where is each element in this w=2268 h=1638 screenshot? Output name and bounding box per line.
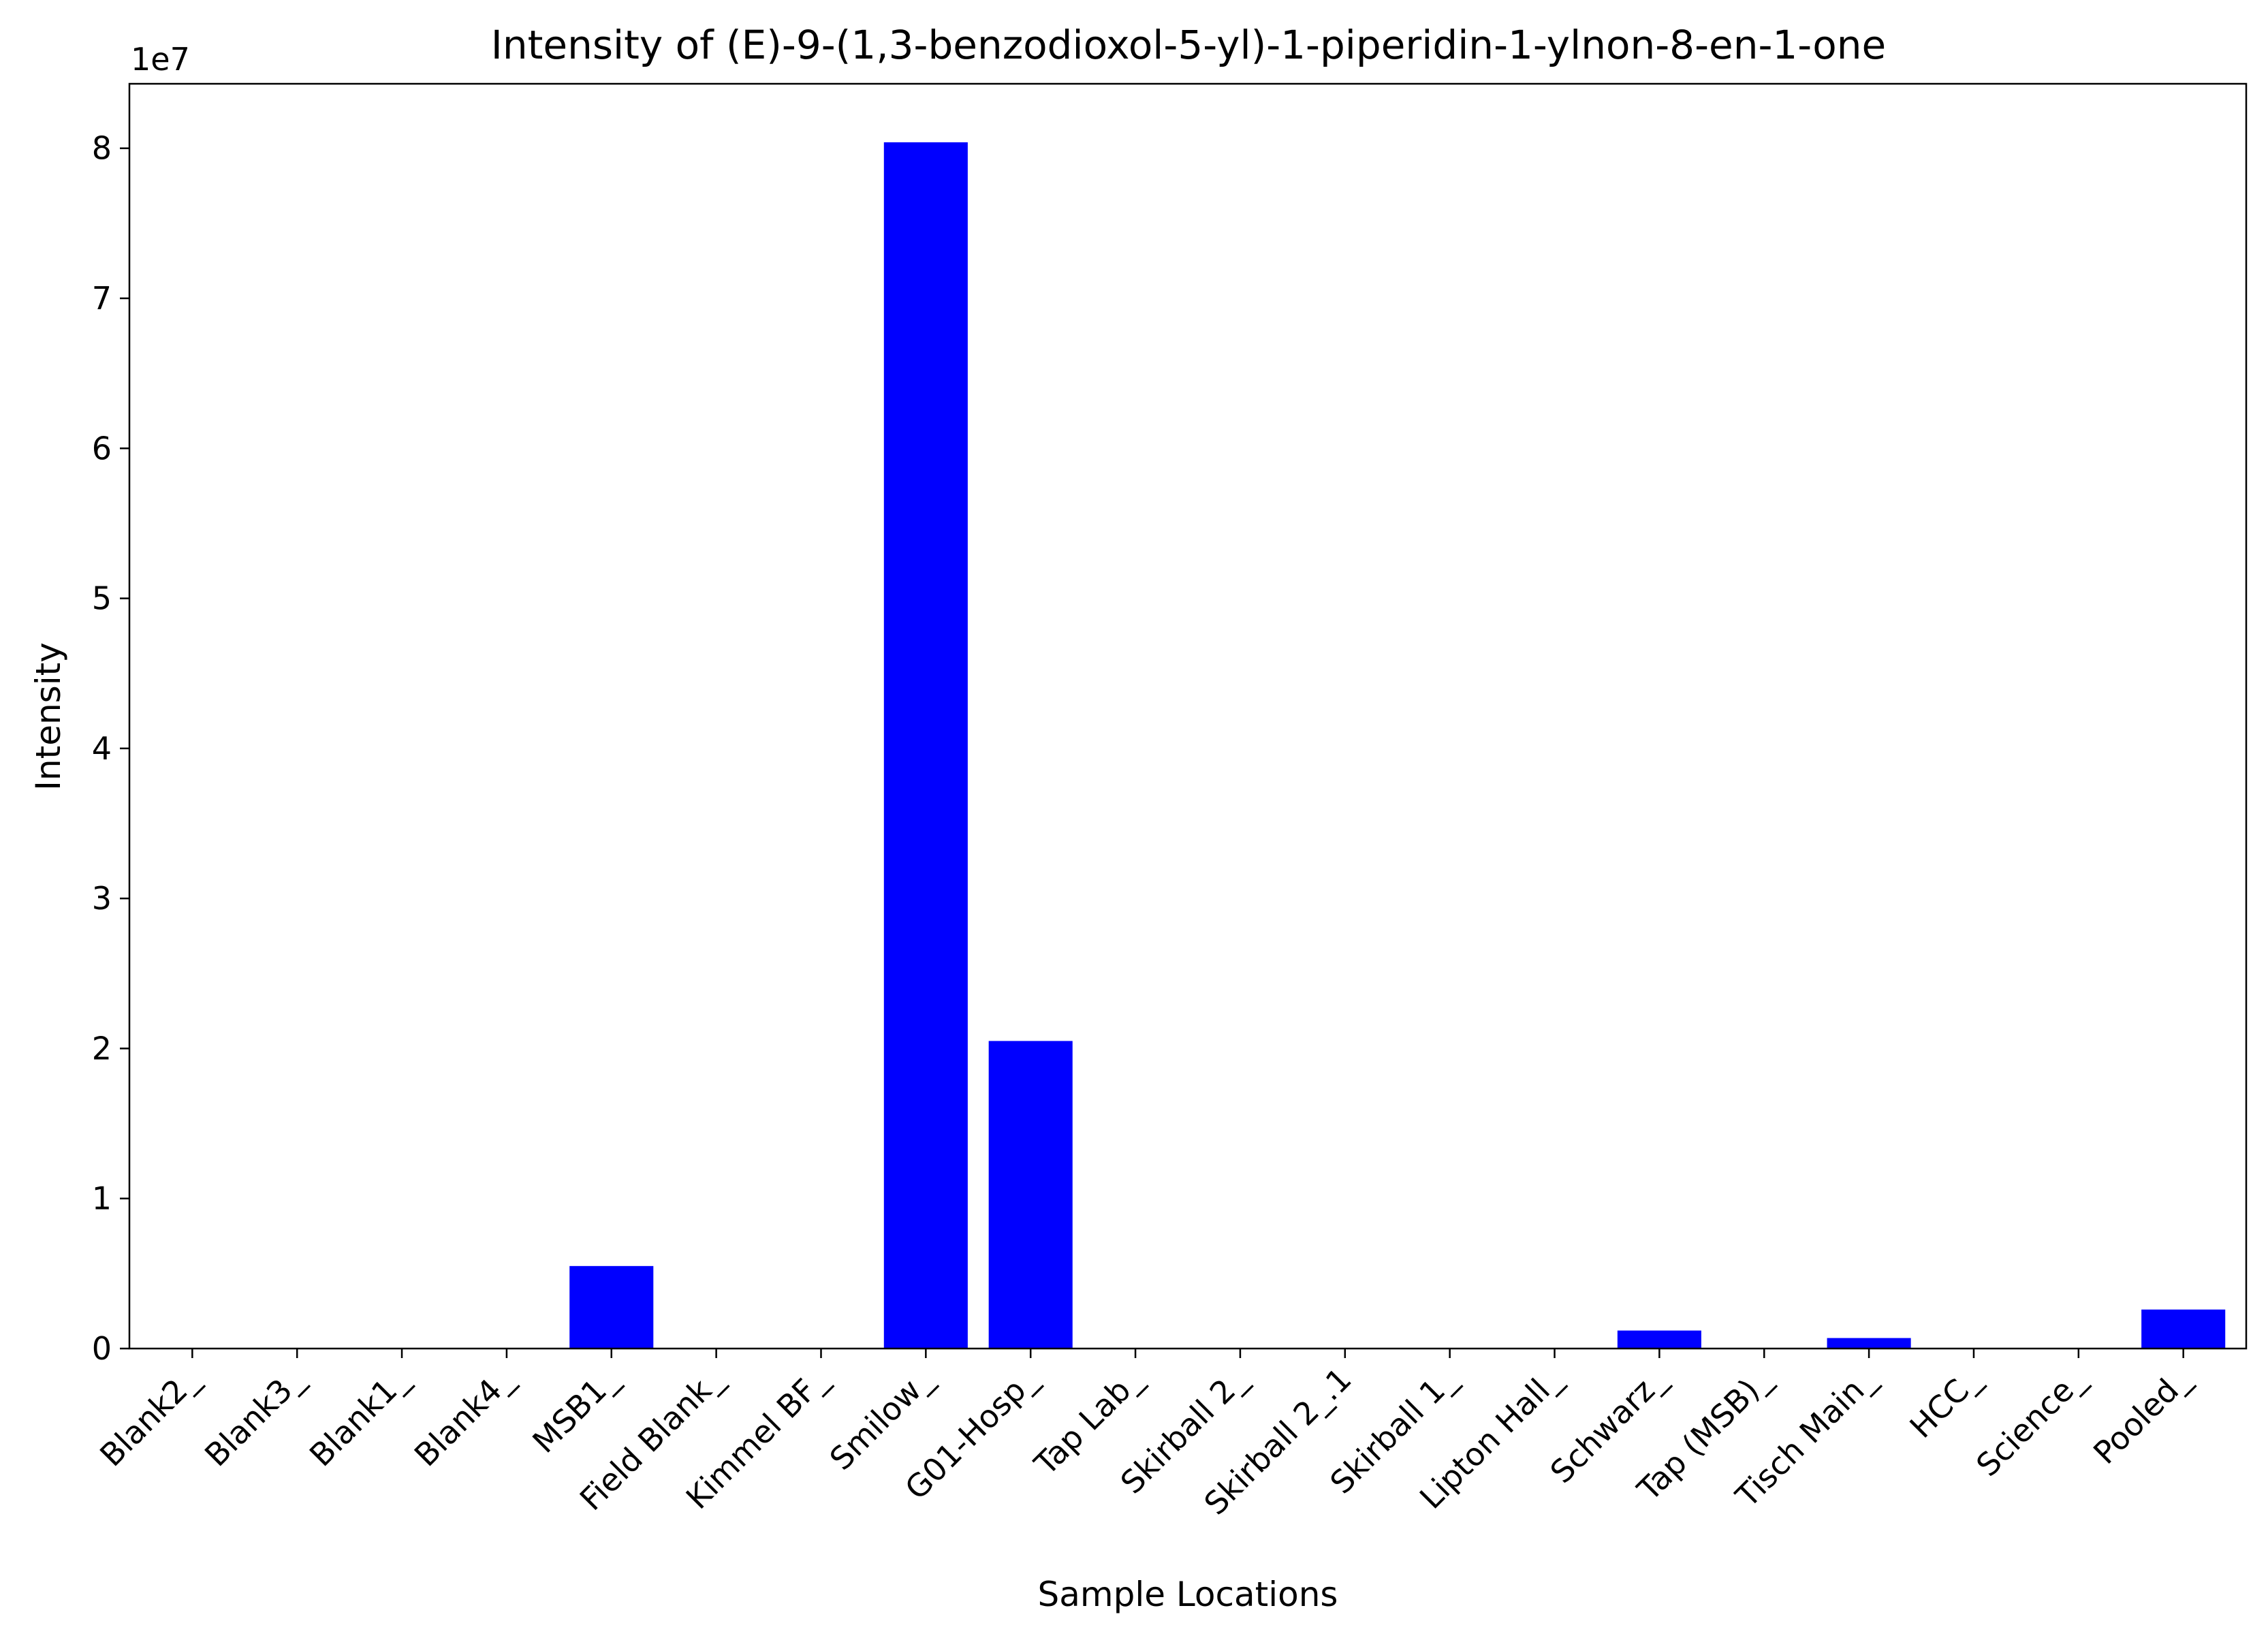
y-tick-label-5: 5 xyxy=(92,580,112,617)
bar-4 xyxy=(569,1265,654,1349)
plot-frame xyxy=(128,82,2248,1350)
y-tick-label-2: 2 xyxy=(92,1030,112,1067)
y-tick-label-0: 0 xyxy=(92,1330,112,1367)
y-tick-label-4: 4 xyxy=(92,730,112,767)
bars-layer xyxy=(569,142,2226,1349)
bar-19 xyxy=(2141,1309,2226,1349)
chart-title: Intensity of (E)-9-(1,3-benzodioxol-5-yl… xyxy=(491,22,1886,68)
y-tick-label-6: 6 xyxy=(92,430,112,467)
bar-7 xyxy=(883,142,968,1349)
y-axis: 0 1 2 3 4 5 6 7 8 xyxy=(92,130,129,1367)
bar-16 xyxy=(1827,1338,1911,1349)
y-tick-label-3: 3 xyxy=(92,880,112,917)
x-axis-label: Sample Locations xyxy=(1038,1575,1338,1614)
y-tick-label-7: 7 xyxy=(92,280,112,317)
y-axis-label: Intensity xyxy=(29,642,68,791)
bar-14 xyxy=(1617,1330,1701,1349)
y-tick-label-1: 1 xyxy=(92,1180,112,1217)
y-tick-label-8: 8 xyxy=(92,130,112,167)
y-axis-offset-label: 1e7 xyxy=(131,41,190,78)
bar-8 xyxy=(988,1041,1073,1349)
